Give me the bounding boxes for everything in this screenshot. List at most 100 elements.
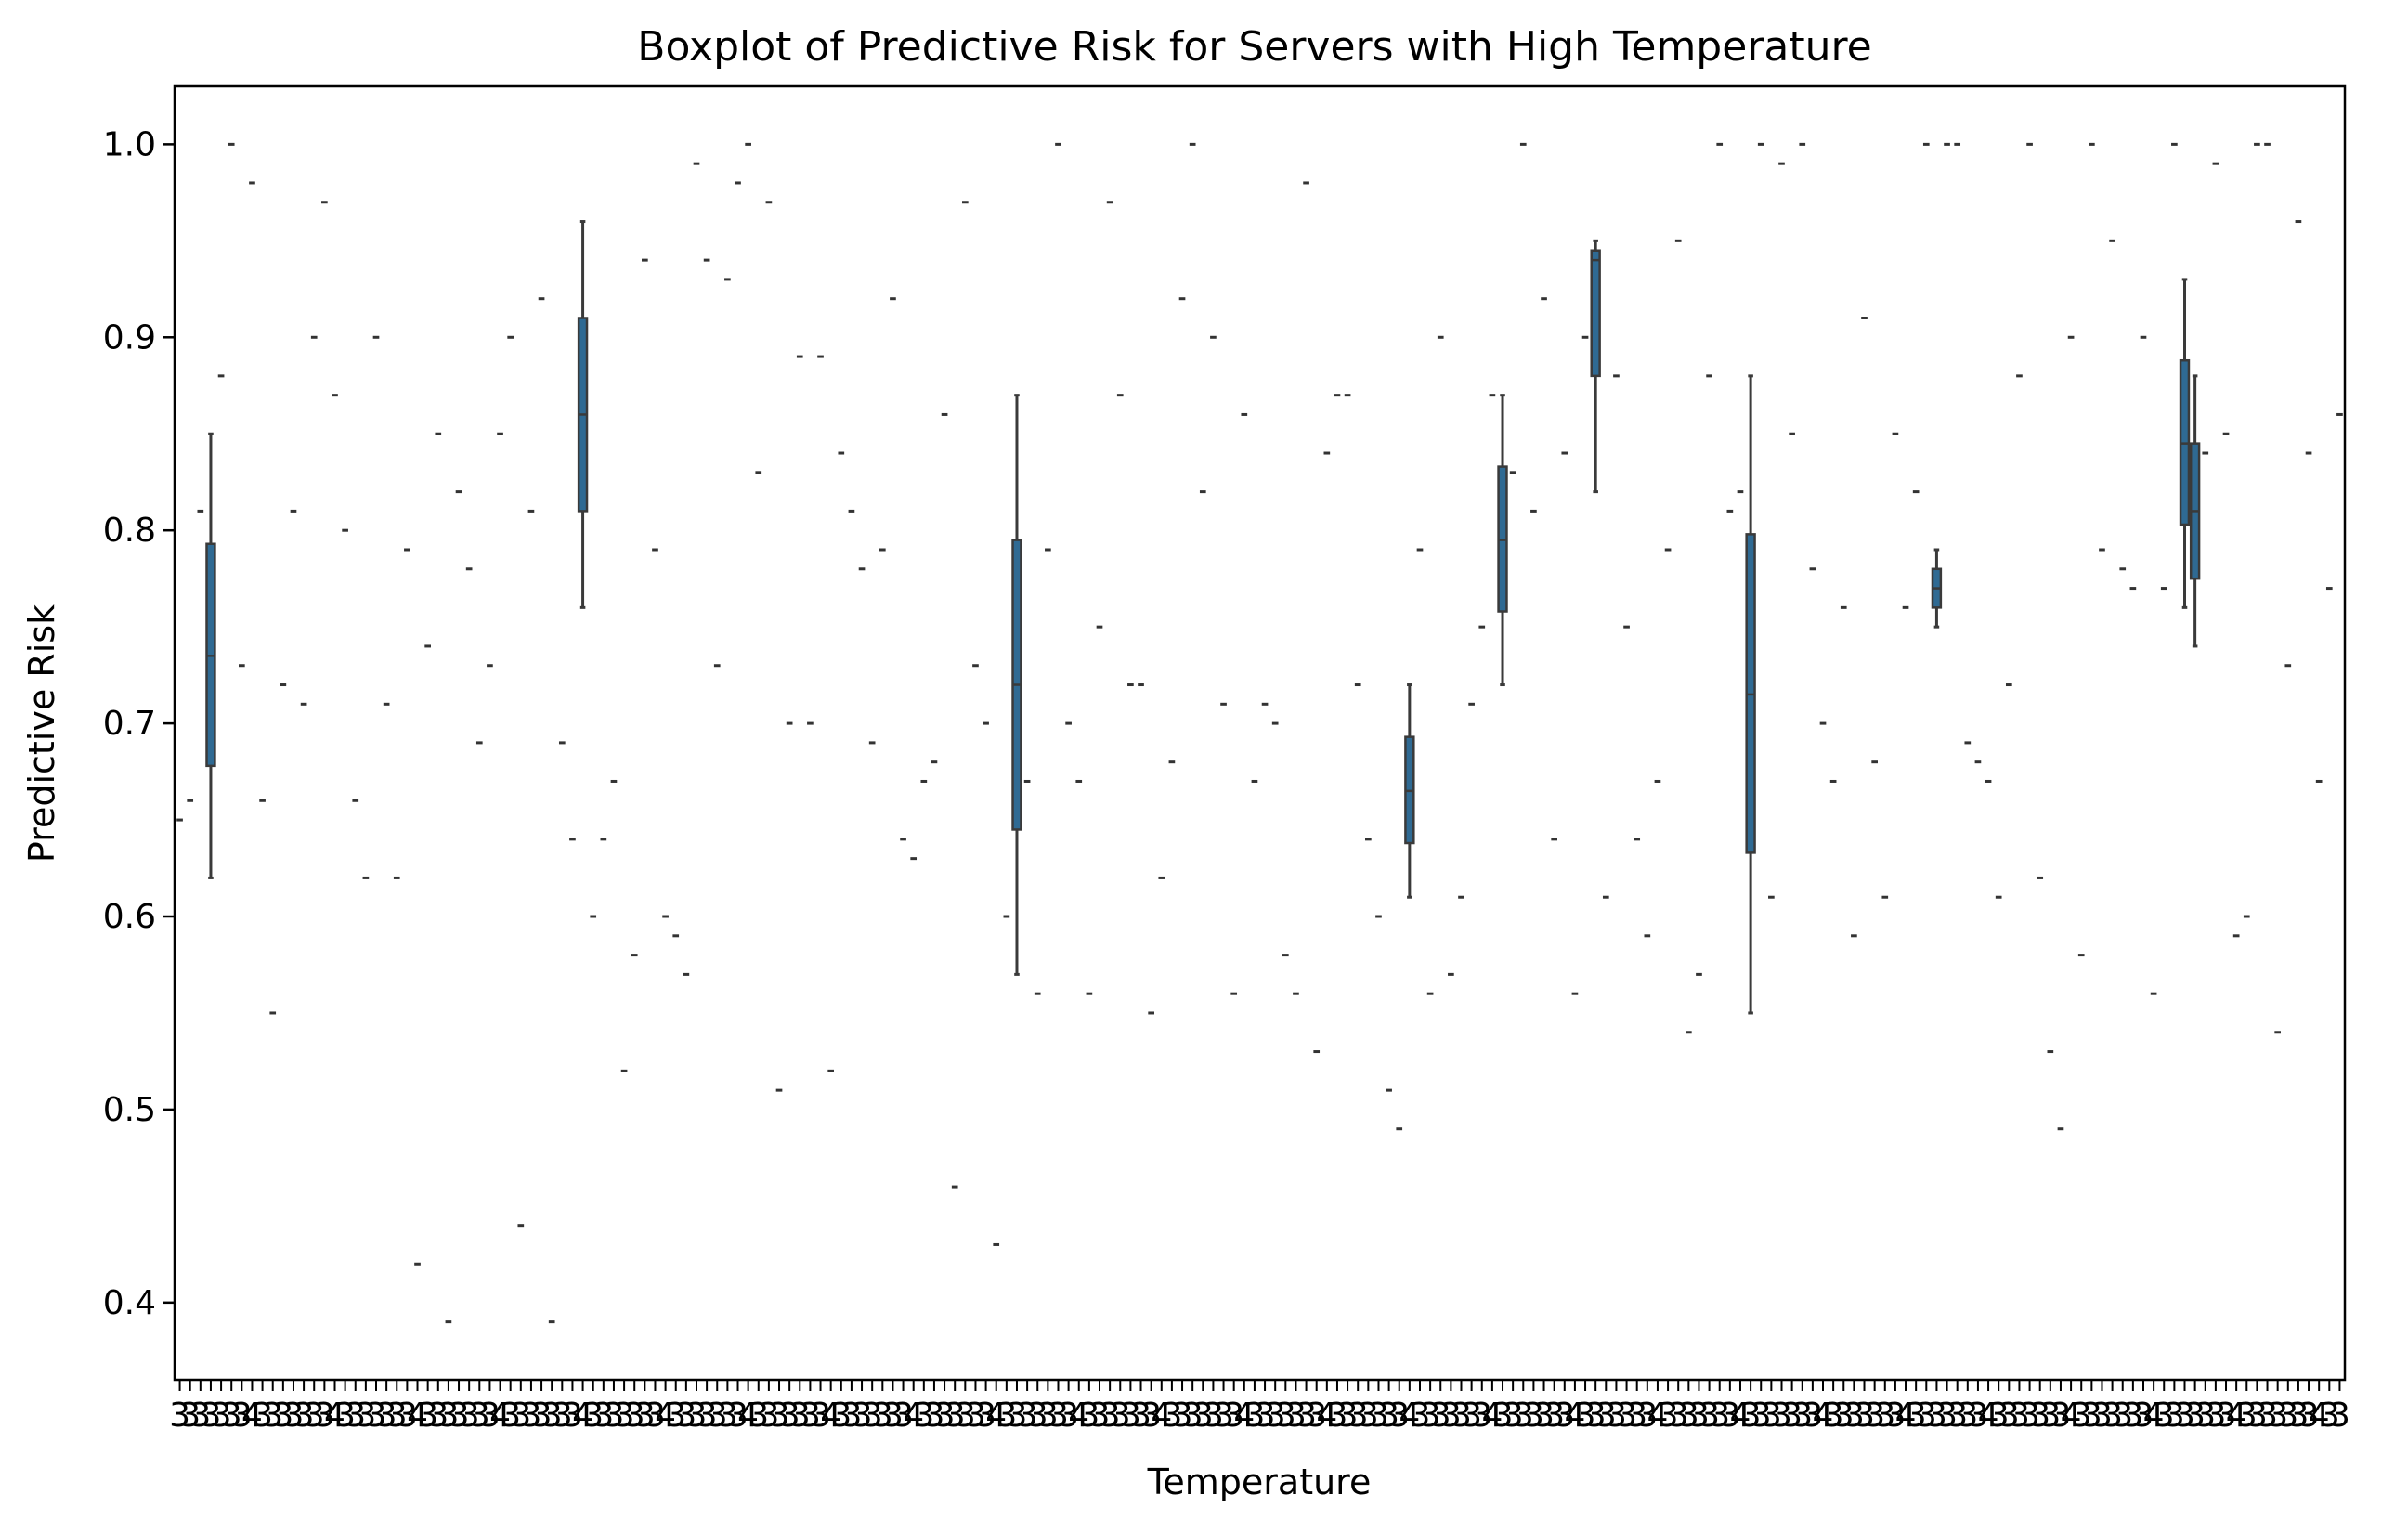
x-tick-label: 3 (1636, 1397, 1658, 1435)
x-tick-label: 3 (2164, 1397, 2185, 1435)
x-tick-label: 3 (634, 1397, 656, 1435)
x-tick-label: 4 (655, 1397, 676, 1435)
x-tick-label: 3 (944, 1397, 966, 1435)
x-tick-label: 3 (1906, 1397, 1927, 1435)
x-tick-label: 3 (840, 1397, 862, 1435)
x-tick-label: 3 (1203, 1397, 1224, 1435)
x-tick-label: 3 (2287, 1397, 2309, 1435)
x-tick-label: 3 (1017, 1397, 1038, 1435)
x-tick-label: 3 (541, 1397, 563, 1435)
x-tick-label: 3 (211, 1397, 232, 1435)
x-tick-label: 3 (189, 1397, 211, 1435)
x-tick-label: 3 (169, 1397, 190, 1435)
x-tick-label: 3 (283, 1397, 305, 1435)
x-tick-label: 3 (882, 1397, 904, 1435)
x-tick-label: 3 (975, 1397, 996, 1435)
x-tick-label: 3 (510, 1397, 531, 1435)
x-tick-label: 4 (1564, 1397, 1585, 1435)
x-tick-label: 3 (1988, 1397, 2010, 1435)
x-tick-label: 3 (1089, 1397, 1111, 1435)
x-tick-label: 3 (1802, 1397, 1823, 1435)
x-tick-label: 3 (520, 1397, 541, 1435)
x-tick-label: 3 (1172, 1397, 1193, 1435)
x-tick-label: 3 (1884, 1397, 1906, 1435)
x-tick-label: 3 (200, 1397, 221, 1435)
y-tick-label: 0.4 (103, 1284, 156, 1322)
x-tick-label: 3 (2039, 1397, 2061, 1435)
x-tick-label: 3 (449, 1397, 470, 1435)
x-tick-label: 3 (1110, 1397, 1131, 1435)
x-tick-label: 3 (1440, 1397, 1462, 1435)
x-tick-label: 3 (1678, 1397, 1699, 1435)
y-tick-label: 0.5 (103, 1091, 156, 1129)
x-tick-label: 3 (334, 1397, 356, 1435)
x-tick-label: 3 (1388, 1397, 1410, 1435)
x-tick-label: 3 (872, 1397, 893, 1435)
x-tick-label: 4 (1316, 1397, 1337, 1435)
x-tick-label: 3 (355, 1397, 376, 1435)
x-tick-label: 3 (2019, 1397, 2040, 1435)
x-tick-label: 3 (2112, 1397, 2133, 1435)
x-tick-label: 3 (1791, 1397, 1813, 1435)
x-tick-label: 3 (2184, 1397, 2206, 1435)
x-tick-label: 4 (2226, 1397, 2247, 1435)
x-tick-label: 3 (221, 1397, 242, 1435)
x-tick-label: 3 (1058, 1397, 1079, 1435)
x-tick-label: 3 (2174, 1397, 2195, 1435)
x-tick-label: 3 (779, 1397, 800, 1435)
x-tick-label: 3 (934, 1397, 956, 1435)
x-tick-label: 3 (304, 1397, 325, 1435)
x-tick-label: 3 (1007, 1397, 1028, 1435)
x-tick-label: 3 (2205, 1397, 2226, 1435)
x-tick-label: 3 (1533, 1397, 1555, 1435)
x-tick-label: 4 (1647, 1397, 1668, 1435)
x-tick-label: 3 (852, 1397, 873, 1435)
x-tick-label: 3 (2216, 1397, 2237, 1435)
x-tick-label: 4 (241, 1397, 263, 1435)
x-tick-label: 4 (1481, 1397, 1503, 1435)
x-tick-label: 3 (1719, 1397, 1740, 1435)
y-tick-label: 0.7 (103, 705, 156, 743)
x-tick-label: 3 (1575, 1397, 1596, 1435)
x-tick-label: 3 (1223, 1397, 1244, 1435)
x-tick-label: 3 (1037, 1397, 1059, 1435)
box-body (1590, 249, 1601, 378)
x-tick-label: 3 (2102, 1397, 2123, 1435)
x-tick-label: 3 (2194, 1397, 2216, 1435)
y-tick-label: 1.0 (103, 125, 156, 163)
x-tick-label: 3 (1503, 1397, 1524, 1435)
x-tick-label: 3 (1668, 1397, 1689, 1435)
x-tick-label: 3 (252, 1397, 273, 1435)
x-tick-label: 3 (1430, 1397, 1451, 1435)
x-tick-label: 3 (1523, 1397, 1544, 1435)
x-tick-label: 3 (2050, 1397, 2072, 1435)
x-tick-label: 4 (903, 1397, 924, 1435)
x-tick-label: 3 (1864, 1397, 1885, 1435)
x-tick-label: 3 (1957, 1397, 1978, 1435)
x-tick-label: 3 (758, 1397, 779, 1435)
x-tick-label: 4 (489, 1397, 511, 1435)
x-tick-label: 3 (262, 1397, 283, 1435)
x-tick-label: 3 (686, 1397, 708, 1435)
x-tick-label: 3 (1295, 1397, 1317, 1435)
x-tick-label: 3 (1936, 1397, 1958, 1435)
x-tick-label: 3 (1306, 1397, 1327, 1435)
x-tick-label: 3 (1595, 1397, 1617, 1435)
x-tick-label: 3 (1916, 1397, 1937, 1435)
x-tick-label: 3 (1543, 1397, 1565, 1435)
x-tick-label: 3 (2277, 1397, 2298, 1435)
x-tick-label: 3 (2009, 1397, 2030, 1435)
x-tick-label: 3 (1275, 1397, 1296, 1435)
x-tick-label: 3 (2029, 1397, 2050, 1435)
x-tick-label: 3 (1255, 1397, 1276, 1435)
x-tick-label: 3 (2298, 1397, 2320, 1435)
x-tick-label: 3 (1823, 1397, 1844, 1435)
x-tick-label: 3 (1120, 1397, 1141, 1435)
x-tick-label: 3 (582, 1397, 604, 1435)
x-tick-label: 3 (314, 1397, 335, 1435)
x-tick-label: 3 (386, 1397, 408, 1435)
x-tick-label: 4 (1895, 1397, 1917, 1435)
x-tick-label: 3 (1213, 1397, 1234, 1435)
x-tick-label: 3 (1688, 1397, 1710, 1435)
x-tick-label: 3 (293, 1397, 315, 1435)
